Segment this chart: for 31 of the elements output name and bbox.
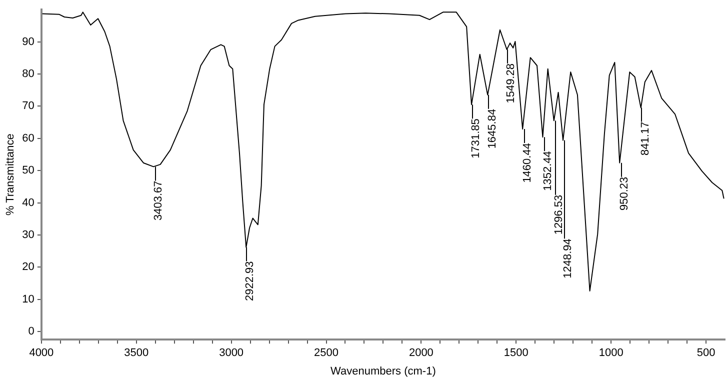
x-tick-label: 500 [696,347,716,360]
y-axis-title: % Transmittance [4,134,17,216]
y-tick-label: 70 [22,100,34,112]
annotation: 1248.94 [562,238,574,278]
y-tick-label: 10 [22,293,34,306]
x-tick-label: 1500 [504,347,528,360]
y-tick-label: 40 [22,196,34,209]
x-axis-title: Wavenumbers (cm-1) [330,365,436,378]
annotation: 950.23 [618,176,631,211]
x-tick-label: 1000 [598,347,624,360]
y-tick-label: 20 [22,261,34,274]
annotation: 1731.85 [470,118,482,158]
y-tick-label: 0 [28,326,34,338]
annotation: 2922.93 [244,261,256,301]
annotation: 1460.44 [522,143,534,183]
annotation: 1296.53 [552,194,565,235]
annotation: 3403.67 [152,180,165,220]
y-tick-label: 50 [22,164,34,177]
y-tick-label: 80 [22,68,34,80]
y-tick-label: 60 [22,132,34,144]
annotation: 1645.84 [486,108,498,149]
x-tick-label: 2000 [408,347,434,360]
x-tick-label: 4000 [29,347,54,360]
x-tick-label: 3000 [219,347,244,360]
annotation: 841.17 [639,122,652,156]
x-tick-label: 3500 [124,347,149,360]
x-tick-label: 2500 [314,347,338,360]
y-tick-label: 90 [22,36,34,48]
annotation: 1549.28 [504,64,517,104]
y-tick-label: 30 [22,228,34,241]
annotation: 1352.44 [542,151,554,191]
